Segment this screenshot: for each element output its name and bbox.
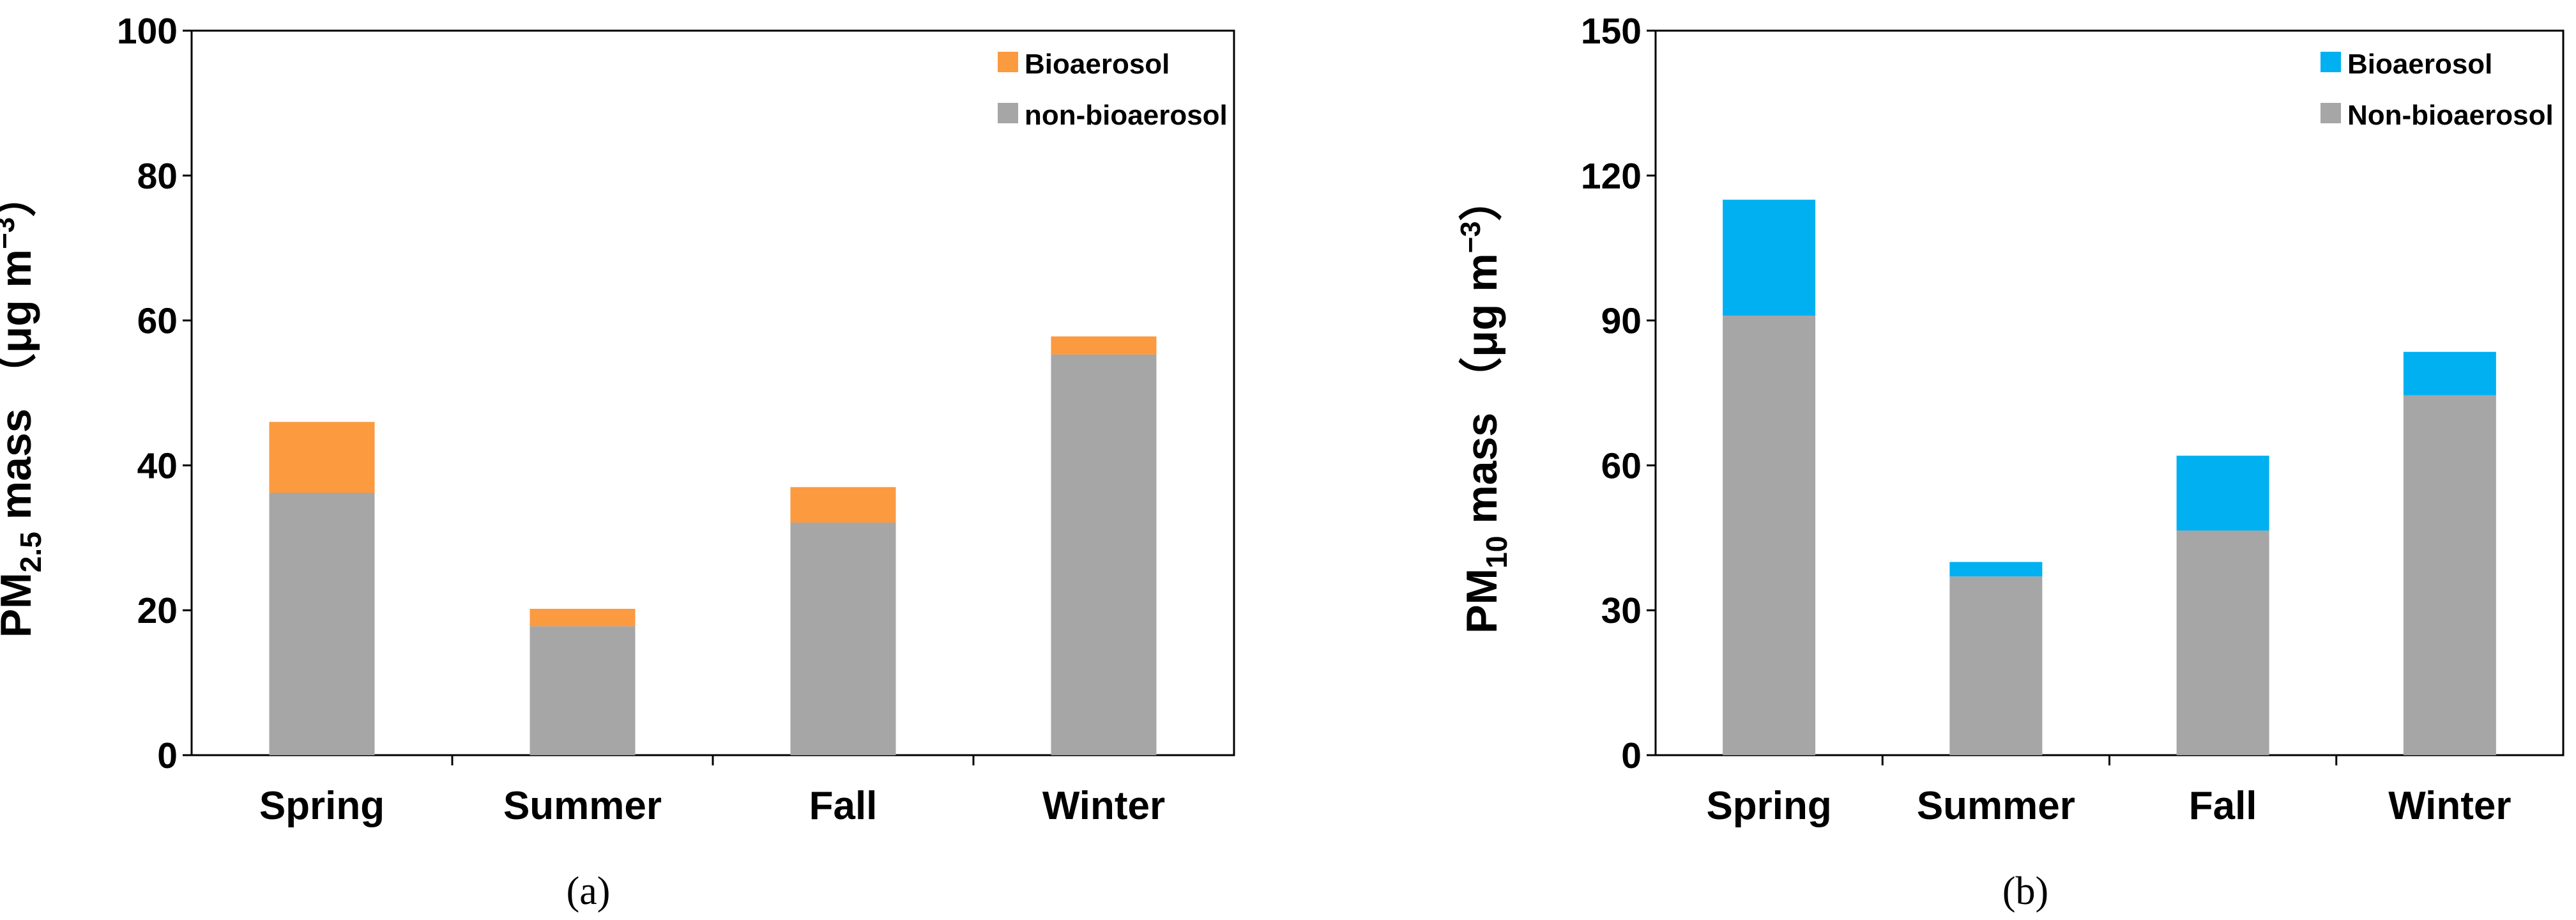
panel-caption: (b) [2002,870,2048,913]
y-tick-label: 150 [1581,11,1642,52]
x-category-label: Fall [2189,784,2257,828]
y-tick-label: 60 [137,301,178,342]
bar-non-bioaerosol-summer [1949,576,2043,755]
legend-swatch [2321,52,2341,72]
y-tick-label: 90 [1601,301,1642,342]
bar-bioaerosol-fall [790,487,896,523]
y-tick-label: 0 [1621,735,1642,776]
x-category-label: Summer [503,784,662,828]
bar-bioaerosol-summer [1949,562,2043,577]
bar-non-bioaerosol-fall [790,522,896,755]
bar-non-bioaerosol-winter [2403,395,2496,755]
x-category-label: Spring [259,784,385,828]
x-category-label: Winter [2388,784,2511,828]
legend-swatch [998,52,1018,72]
bar-non-bioaerosol-summer [530,626,636,755]
bar-bioaerosol-fall [2176,456,2269,531]
y-axis-label-superscript: −3 [0,217,20,249]
bar-non-bioaerosol-spring [1723,316,1816,755]
y-axis-label-subscript: 10 [1480,536,1513,569]
x-category-label: Summer [1917,784,2075,828]
chart-panel-a: 0 20 40 60 80 100 Spring Summer Fall Winter Bioaer… [0,11,1235,913]
bar-bioaerosol-spring [269,422,375,493]
y-tick-label: 20 [137,590,178,631]
bar-bioaerosol-winter [1051,336,1157,355]
bar-non-bioaerosol-winter [1051,354,1157,755]
y-axis-label-text: mass （μg m [1458,253,1506,535]
legend-label: non-bioaerosol [1025,100,1228,131]
legend-label: Bioaerosol [2347,49,2492,80]
y-tick-label: 100 [117,11,178,52]
y-tick-label: 120 [1581,156,1642,197]
legend-label: Bioaerosol [1025,49,1170,80]
legend-label: Non-bioaerosol [2347,100,2554,131]
bar-bioaerosol-winter [2403,351,2496,395]
y-axis-label-text: mass （μg m [0,249,40,532]
y-tick-label: 60 [1601,445,1642,486]
y-tick-label: 30 [1601,590,1642,631]
y-axis-label-superscript: −3 [1455,221,1486,253]
x-category-label: Spring [1706,784,1831,828]
x-category-label: Winter [1042,784,1165,828]
y-tick-label: 80 [137,156,178,197]
y-axis-label-prefix: PM [0,572,40,638]
y-tick-label: 40 [137,445,178,486]
y-axis-label-suffix: ） [0,174,40,217]
y-axis-label-prefix: PM [1458,569,1506,634]
bar-bioaerosol-spring [1723,199,1816,316]
bar-non-bioaerosol-fall [2176,530,2269,755]
legend-swatch [2321,103,2341,123]
y-tick-label: 0 [157,735,178,776]
x-category-label: Fall [809,784,878,828]
y-axis-label: PM2.5 mass （μg m−3） [0,174,47,638]
y-axis-label-suffix: ） [1458,178,1506,221]
legend-swatch [998,103,1018,123]
bar-non-bioaerosol-spring [269,493,375,755]
y-axis-label-subscript: 2.5 [14,532,47,572]
bar-bioaerosol-summer [530,608,636,627]
y-axis-label: PM10 mass （μg m−3） [1455,178,1513,634]
panel-caption: (a) [567,870,611,913]
chart-panel-b: 0 30 60 90 120 150 Spring Summer Fall Winter Bioae… [1455,11,2565,913]
